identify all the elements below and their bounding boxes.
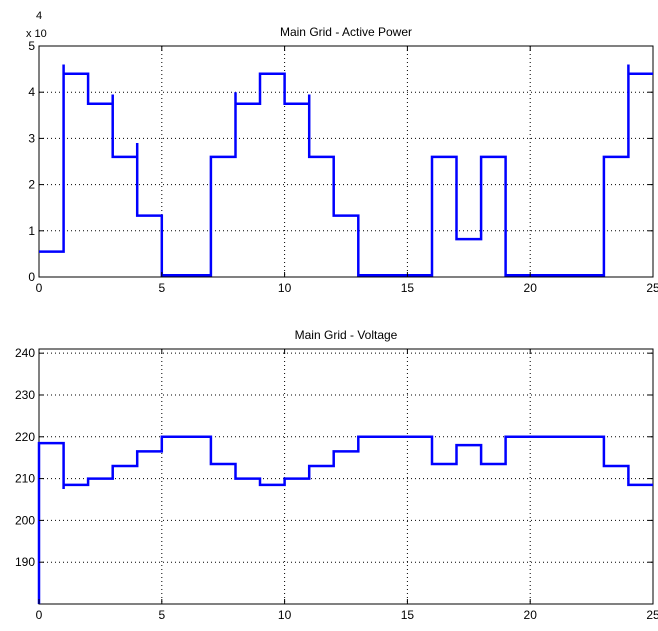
active-power-ytick-label: 2	[28, 178, 35, 192]
voltage-xtick-label: 10	[278, 608, 292, 622]
voltage-title: Main Grid - Voltage	[295, 328, 398, 342]
voltage-ytick-label: 200	[15, 513, 35, 527]
active-power-xtick-label: 15	[401, 281, 415, 295]
active-power-ytick-label: 4	[28, 85, 35, 99]
voltage-ytick-label: 240	[15, 346, 35, 360]
voltage-axes-box	[38, 348, 654, 605]
voltage-xtick-label: 5	[158, 608, 165, 622]
voltage-series-line	[37, 435, 653, 604]
active-power-exponent-label: x 10	[26, 28, 47, 40]
active-power-series-line	[39, 64, 653, 277]
voltage-ytick-label: 230	[15, 388, 35, 402]
active-power-chart: 0 5 10 15 20 25 0 1 2 3 4 5 Main Grid - Active Powe…	[26, 10, 658, 295]
active-power-xtick-label: 10	[278, 281, 292, 295]
active-power-title: Main Grid - Active Power	[280, 25, 412, 39]
active-power-ytick-label: 5	[28, 39, 35, 53]
voltage-ytick-label: 220	[15, 430, 35, 444]
voltage-xtick-label: 20	[524, 608, 538, 622]
active-power-exponent-power: 4	[36, 10, 42, 22]
voltage-ytick-label: 210	[15, 472, 35, 486]
voltage-ticks: 0 5 10 15 20 25 190 200 210 220 230 240	[15, 346, 658, 622]
voltage-xtick-label: 0	[36, 608, 43, 622]
voltage-chart: 0 5 10 15 20 25 190 200 210 220 230 240 Main Grid -…	[15, 328, 658, 622]
active-power-xtick-label: 20	[524, 281, 538, 295]
active-power-ytick-label: 3	[28, 131, 35, 145]
voltage-grid	[39, 349, 653, 604]
active-power-axes-box	[38, 45, 654, 278]
voltage-xtick-label: 15	[401, 608, 415, 622]
active-power-ticks: 0 5 10 15 20 25 0 1 2 3 4 5	[28, 39, 658, 295]
active-power-ytick-label: 0	[28, 270, 35, 284]
voltage-ytick-label: 190	[15, 555, 35, 569]
active-power-ytick-label: 1	[28, 224, 35, 238]
voltage-xtick-label: 25	[646, 608, 658, 622]
active-power-xtick-label: 0	[36, 281, 43, 295]
active-power-xtick-label: 25	[646, 281, 658, 295]
active-power-xtick-label: 5	[158, 281, 165, 295]
